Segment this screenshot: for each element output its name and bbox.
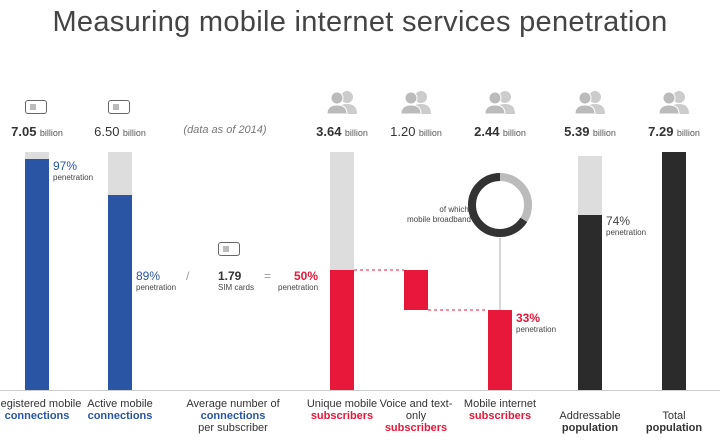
value-addressable: 5.39 billion: [564, 124, 616, 139]
people-icon: [574, 91, 605, 114]
pen-addressable: 74% penetration: [606, 214, 647, 237]
sim-card-icon: [108, 100, 130, 114]
bar-voice: [404, 270, 428, 310]
people-icon: [484, 91, 515, 114]
people-icon: [400, 91, 431, 114]
people-icon: [326, 91, 357, 114]
label-average: Average number of connections per subscri…: [186, 398, 280, 434]
bar-total: [662, 152, 686, 390]
chart-title: Measuring mobile internet services penet…: [52, 6, 668, 38]
label-registered: Registered mobile connections: [0, 398, 82, 422]
value-total: 7.29 billion: [648, 124, 700, 139]
bar-addressable: [578, 215, 602, 390]
value-active: 6.50 billion: [94, 124, 146, 139]
people-icon: [658, 91, 689, 114]
value-unique: 3.64 billion: [316, 124, 368, 139]
equals-sign: =: [264, 269, 272, 283]
sim-card-icon: [218, 242, 240, 256]
divide-sign: /: [186, 269, 190, 283]
value-voice: 1.20 billion: [390, 124, 442, 139]
pen-unique: 50% penetration: [278, 269, 319, 292]
sim-per-subscriber: 1.79 SIM cards: [218, 269, 255, 292]
bar-mobile-internet: [488, 310, 512, 390]
pen-active: 89% penetration: [136, 269, 177, 292]
label-addressable: Addressable population: [559, 410, 621, 434]
pen-mobile-internet: 33% penetration: [516, 311, 557, 334]
bar-unique: [330, 270, 354, 390]
label-active: Active mobile connections: [87, 398, 153, 422]
pen-registered: 97% penetration: [53, 159, 94, 182]
label-voice: Voice and text-only subscribers: [379, 398, 453, 434]
label-total: Total population: [645, 410, 703, 434]
value-mobile-internet: 2.44 billion: [474, 124, 526, 139]
baseline: [0, 390, 720, 391]
data-note: (data as of 2014): [183, 124, 267, 136]
bar-active: [108, 195, 132, 390]
value-registered: 7.05 billion: [11, 124, 63, 139]
label-unique: Unique mobile subscribers: [306, 398, 378, 422]
donut-segment: [468, 173, 532, 237]
bar-registered: [25, 159, 49, 390]
donut-label: of which, mobile broadband: [406, 205, 471, 224]
label-mobile-internet: Mobile internet subscribers: [463, 398, 537, 422]
sim-card-icon: [25, 100, 47, 114]
broadband-donut: [468, 173, 532, 237]
